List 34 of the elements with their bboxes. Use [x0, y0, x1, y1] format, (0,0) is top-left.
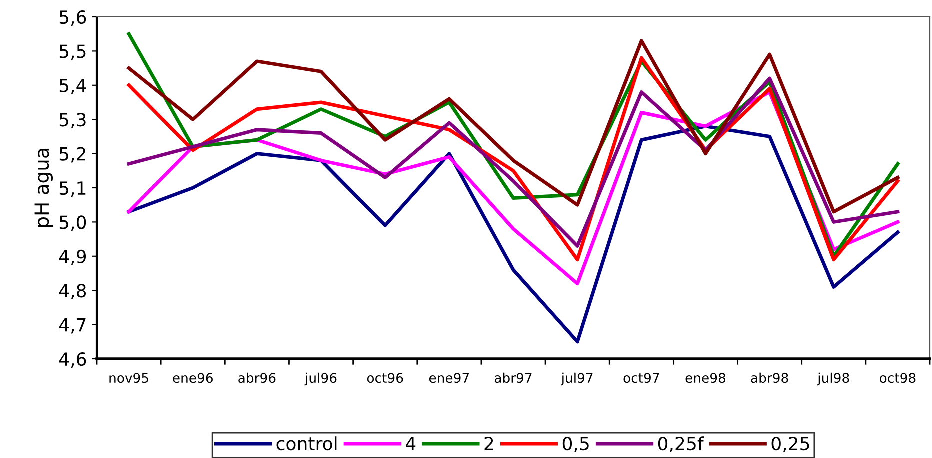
x-tick-label: ene97	[429, 373, 469, 384]
x-tick-label: oct96	[367, 373, 404, 384]
line-series	[127, 76, 900, 248]
y-axis-title: pH agua	[34, 148, 54, 228]
x-tick-label: jul98	[817, 372, 850, 386]
legend-label: 0,25	[772, 436, 810, 452]
y-tick-label: 4,8	[59, 284, 86, 300]
y-tick-label: 4,9	[59, 250, 86, 266]
legend-label: 0,25f	[658, 436, 704, 452]
y-tick-label: 5,5	[60, 44, 86, 60]
x-tick-label: oct97	[624, 373, 660, 384]
x-tick-label: ene98	[686, 373, 726, 384]
x-tick-label: abr96	[238, 372, 276, 384]
x-tick-label: abr97	[494, 372, 532, 384]
y-tick-label: 4,7	[59, 318, 86, 334]
x-tick-label: jul96	[304, 372, 337, 386]
y-tick-label: 5,6	[60, 10, 86, 26]
x-tick-label: abr98	[751, 372, 788, 384]
y-tick-label: 5,4	[60, 79, 86, 94]
y-tick-label: 4,6	[59, 352, 86, 368]
y-tick-label: 5,3	[60, 113, 86, 129]
legend-label: 0,5	[562, 436, 589, 452]
x-tick-label: oct98	[880, 373, 916, 384]
x-tick-label: nov95	[110, 373, 148, 384]
y-tick-label: 5,0	[60, 216, 86, 232]
line-series	[127, 124, 900, 344]
x-tick-label: jul97	[561, 372, 593, 386]
legend-label: control	[276, 436, 337, 451]
y-tick-label: 5,2	[60, 147, 86, 163]
legend-label: 2	[484, 436, 494, 450]
y-tick-label: 5,1	[60, 182, 86, 197]
line-series	[127, 39, 900, 214]
legend-label: 4	[406, 437, 416, 450]
x-tick-label: ene96	[173, 373, 213, 384]
